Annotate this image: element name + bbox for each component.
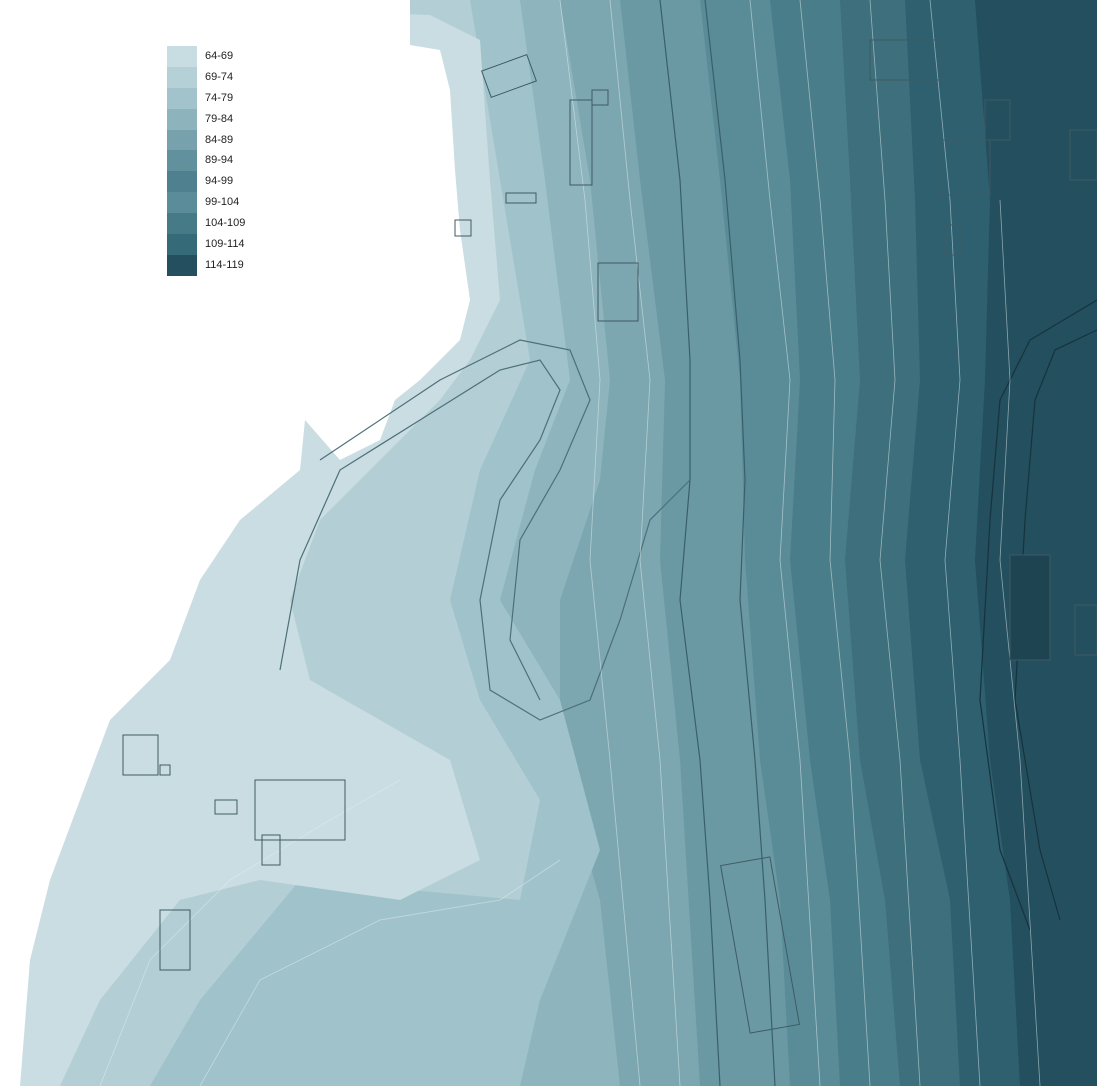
legend-swatch — [167, 87, 197, 109]
legend-label: 89-94 — [205, 154, 234, 167]
legend-swatch — [167, 46, 197, 67]
legend-swatch — [167, 150, 197, 172]
road-main — [659, 0, 721, 1086]
legend-item: 99-104 — [167, 192, 277, 214]
legend-item: 94-99 — [167, 171, 277, 193]
legend-item: 104-109 — [167, 213, 277, 235]
legend-label: 79-84 — [205, 112, 234, 125]
legend-label: 69-74 — [205, 70, 234, 83]
elevation-legend: 64-69 69-74 74-79 79-84 84-89 89-94 94-99 99-10… — [167, 46, 277, 276]
legend-item: 79-84 — [167, 108, 277, 130]
unmapped-area — [0, 0, 470, 1086]
contour-lines — [99, 0, 1041, 1086]
legend-item: 84-89 — [167, 129, 277, 151]
legend-label: 114-119 — [205, 258, 244, 271]
road-main-edge — [704, 0, 776, 1086]
legend-swatch — [167, 192, 197, 214]
legend-item: 114-119 — [167, 254, 277, 276]
legend-label: 84-89 — [205, 133, 234, 146]
legend-swatch — [167, 254, 197, 276]
legend-label: 104-109 — [205, 217, 246, 230]
legend-swatch — [167, 171, 197, 193]
legend-swatch — [167, 234, 197, 255]
legend-label: 64-69 — [205, 49, 234, 62]
legend-label: 74-79 — [205, 91, 234, 104]
legend-swatch — [167, 129, 197, 151]
road-switchback — [279, 359, 691, 721]
road-right — [979, 299, 1097, 931]
legend-swatch — [167, 108, 197, 130]
legend-swatch — [167, 66, 197, 88]
legend-item: 74-79 — [167, 87, 277, 109]
legend-label: 99-104 — [205, 196, 240, 209]
buildings — [122, 39, 1097, 1034]
road-switchback-edge — [319, 339, 591, 701]
road-right-edge — [1014, 329, 1097, 921]
legend-item: 89-94 — [167, 150, 277, 172]
legend-item: 69-74 — [167, 66, 277, 88]
legend-swatch — [167, 213, 197, 235]
legend-item: 64-69 — [167, 46, 277, 67]
legend-label: 94-99 — [205, 175, 234, 188]
legend-item: 109-114 — [167, 234, 277, 255]
legend-label: 109-114 — [205, 237, 245, 250]
